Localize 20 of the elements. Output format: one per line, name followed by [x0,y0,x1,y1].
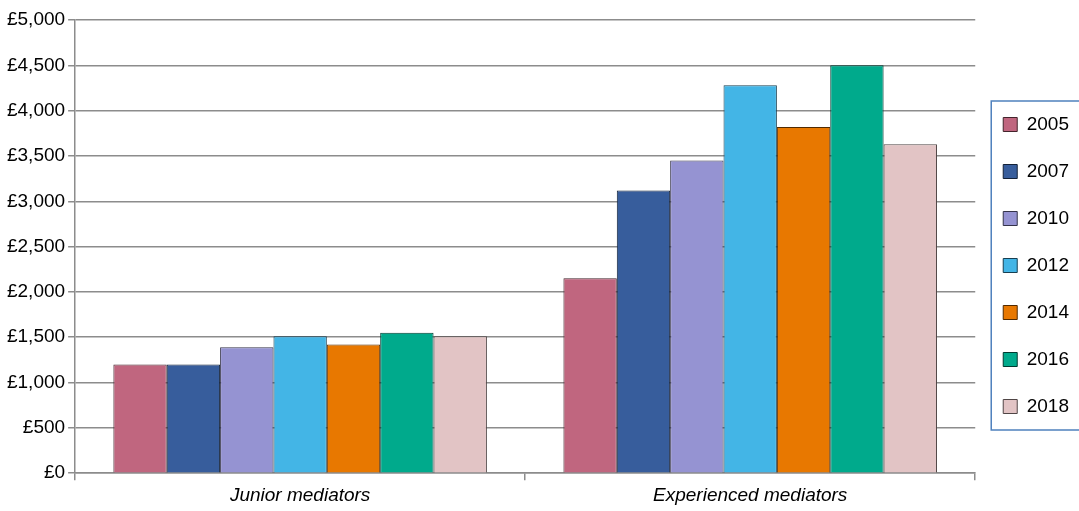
y-tick-label: £0 [43,461,66,483]
legend-label: 2018 [1026,394,1070,416]
legend-label: 2010 [1026,206,1070,228]
x-tick-label: Experienced mediators [653,483,848,505]
y-tick-label: £500 [22,416,66,438]
legend-label: 2012 [1026,253,1070,275]
legend-label: 2014 [1026,300,1070,322]
y-tick-label: £5,000 [6,8,66,30]
legend-label: 2016 [1026,347,1070,369]
y-tick-label: £2,500 [6,234,66,256]
y-tick-label: £4,500 [6,53,66,75]
y-tick-label: £1,500 [6,325,66,347]
y-tick-label: £2,000 [6,280,66,302]
y-tick-label: £4,000 [6,98,66,120]
y-tick-label: £1,000 [6,370,66,392]
legend-label: 2007 [1026,159,1070,181]
y-tick-label: £3,500 [6,144,66,166]
y-tick-label: £3,000 [6,189,66,211]
legend-label: 2005 [1026,112,1070,134]
x-tick-label: Junior mediators [228,483,371,505]
